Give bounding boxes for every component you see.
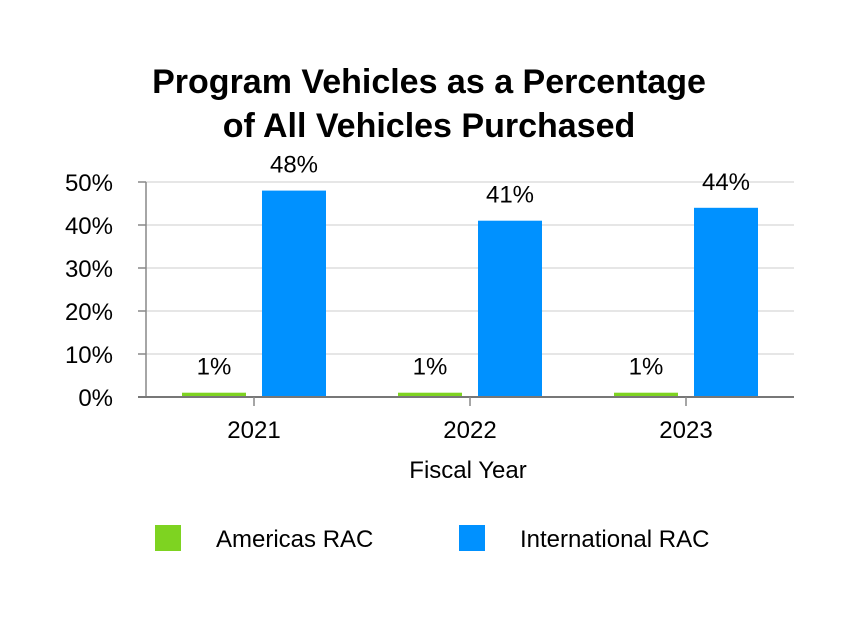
data-labels: 1% 48% 1% 41% 1% 44% — [197, 152, 750, 381]
bar-international-rac — [478, 220, 542, 397]
chart-title-line-2: of All Vehicles Purchased — [223, 107, 636, 145]
data-label: 1% — [197, 354, 232, 381]
y-tick-label: 0% — [78, 385, 113, 412]
data-label: 44% — [702, 169, 750, 196]
x-tick-label: 2021 — [227, 417, 280, 444]
chart-title: Program Vehicles as a Percentage of All … — [152, 63, 706, 145]
legend-label: Americas RAC — [216, 526, 373, 553]
x-axis-label: Fiscal Year — [409, 457, 526, 484]
gridlines — [146, 181, 794, 355]
legend-swatch — [459, 525, 485, 551]
bar-americas-rac — [398, 392, 462, 397]
y-tick-label: 30% — [65, 256, 113, 283]
legend-label: International RAC — [520, 526, 709, 553]
bar-international-rac — [694, 207, 758, 397]
y-axis-ticks: 0% 10% 20% 30% 40% 50% — [65, 170, 146, 412]
data-label: 41% — [486, 182, 534, 209]
x-axis-ticks: 2021 2022 2023 — [227, 397, 713, 444]
bar-americas-rac — [614, 392, 678, 397]
chart-title-line-1: Program Vehicles as a Percentage — [152, 63, 706, 101]
bar-americas-rac — [182, 392, 246, 397]
legend-swatch — [155, 525, 181, 551]
y-tick-label: 20% — [65, 299, 113, 326]
y-tick-label: 50% — [65, 170, 113, 197]
x-tick-label: 2023 — [659, 417, 712, 444]
y-tick-label: 10% — [65, 342, 113, 369]
data-label: 48% — [270, 152, 318, 179]
legend: Americas RAC International RAC — [155, 525, 709, 553]
axes — [138, 182, 794, 398]
y-tick-label: 40% — [65, 213, 113, 240]
bars — [182, 190, 758, 397]
data-label: 1% — [413, 354, 448, 381]
data-label: 1% — [629, 354, 664, 381]
bar-international-rac — [262, 190, 326, 397]
x-tick-label: 2022 — [443, 417, 496, 444]
